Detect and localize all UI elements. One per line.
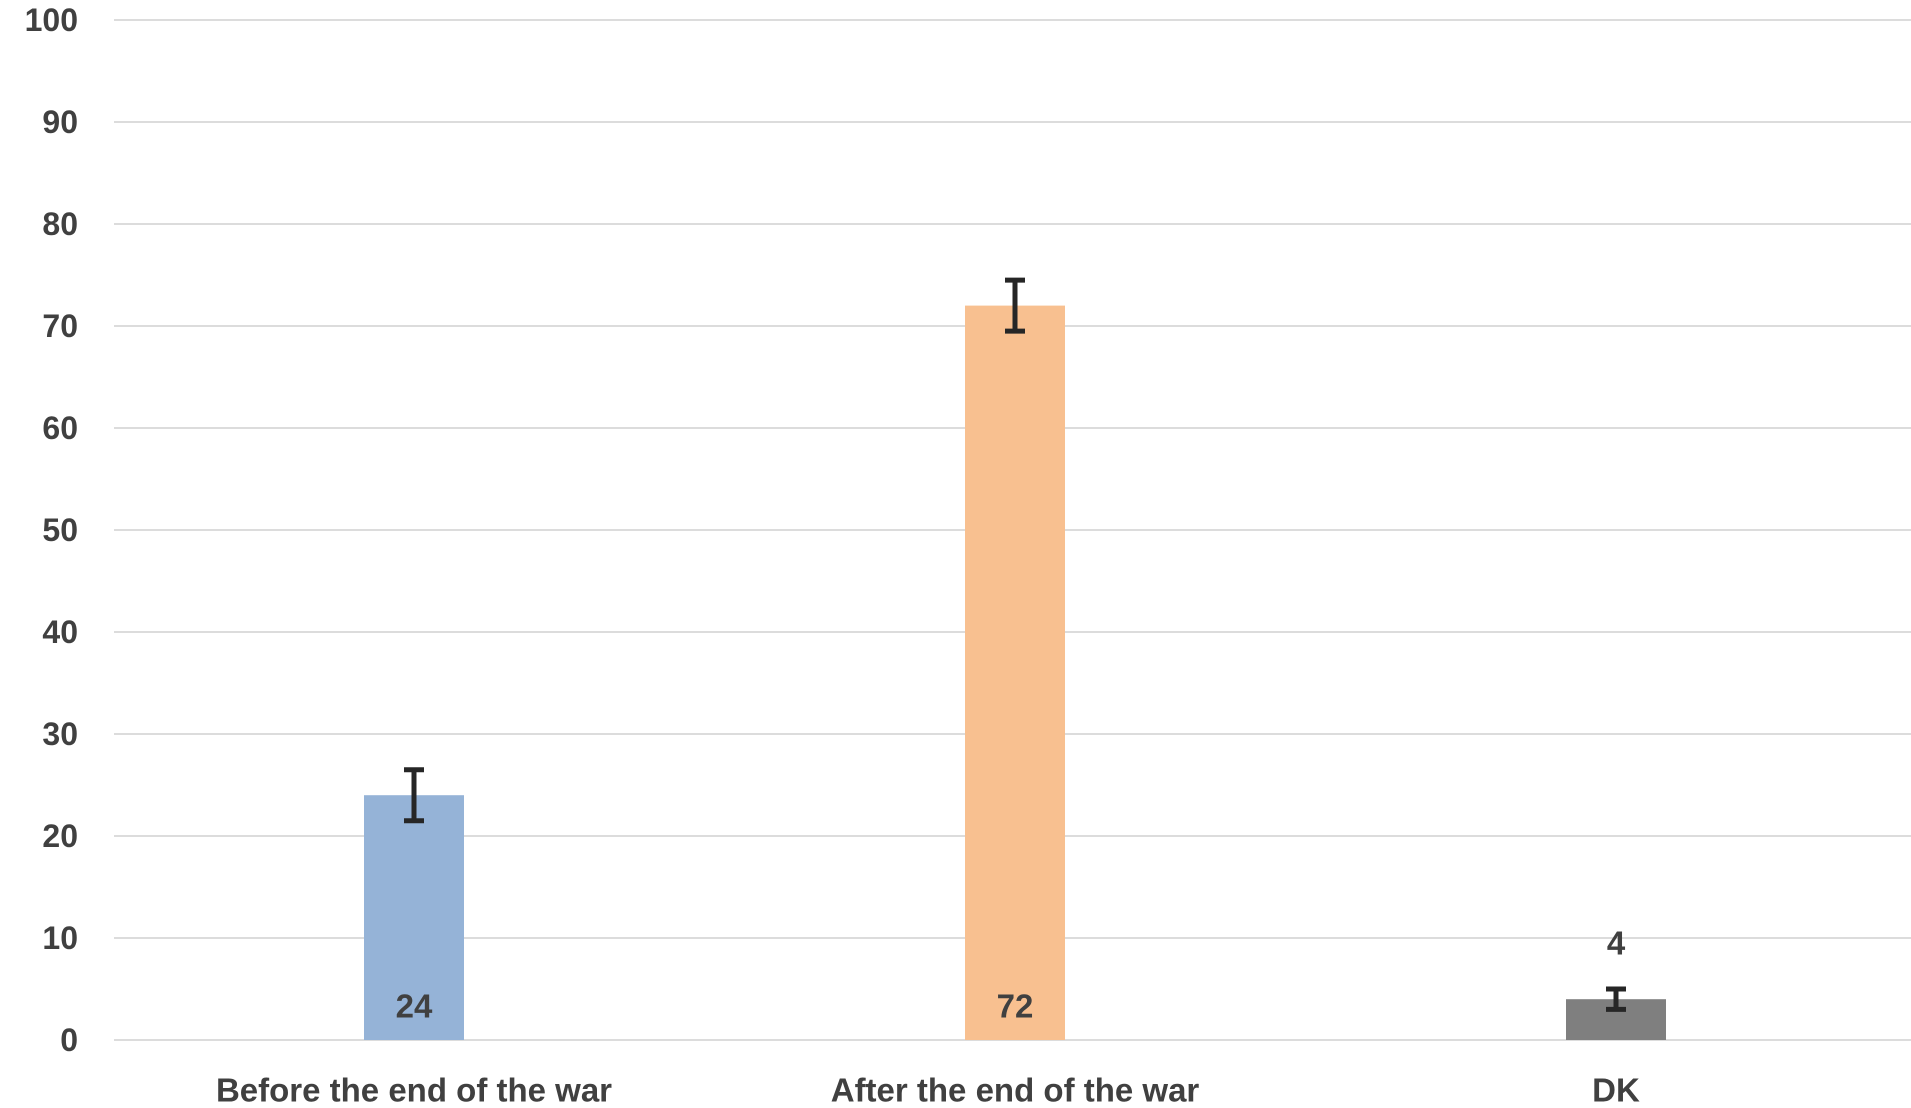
x-category-label: Before the end of the war	[216, 1072, 612, 1108]
y-axis-tick-labels: 0 10 20 30 40 50 60 70 80 90 100	[25, 2, 78, 1058]
x-axis-category-labels: Before the end of the war After the end o…	[216, 1072, 1640, 1108]
y-tick-label: 50	[42, 512, 78, 548]
y-tick-label: 70	[42, 308, 78, 344]
y-tick-label: 20	[42, 818, 78, 854]
bar	[364, 795, 464, 1040]
bars	[364, 305, 1666, 1041]
y-tick-label: 90	[42, 104, 78, 140]
bar	[965, 305, 1065, 1041]
error-bar	[1606, 986, 1626, 1012]
data-label: 72	[997, 988, 1034, 1025]
error-bar	[1005, 277, 1025, 334]
y-tick-label: 80	[42, 206, 78, 242]
y-tick-label: 60	[42, 410, 78, 446]
error-bar	[404, 767, 424, 824]
x-category-label: DK	[1592, 1072, 1640, 1108]
data-label: 4	[1607, 925, 1626, 962]
data-label: 24	[396, 988, 433, 1025]
y-tick-label: 0	[60, 1022, 78, 1058]
y-tick-label: 10	[42, 920, 78, 956]
y-tick-label: 40	[42, 614, 78, 650]
data-labels: 24 72 4	[396, 925, 1626, 1025]
error-bars	[404, 277, 1626, 1012]
x-category-label: After the end of the war	[831, 1072, 1200, 1108]
y-tick-label: 100	[25, 2, 78, 38]
y-tick-label: 30	[42, 716, 78, 752]
